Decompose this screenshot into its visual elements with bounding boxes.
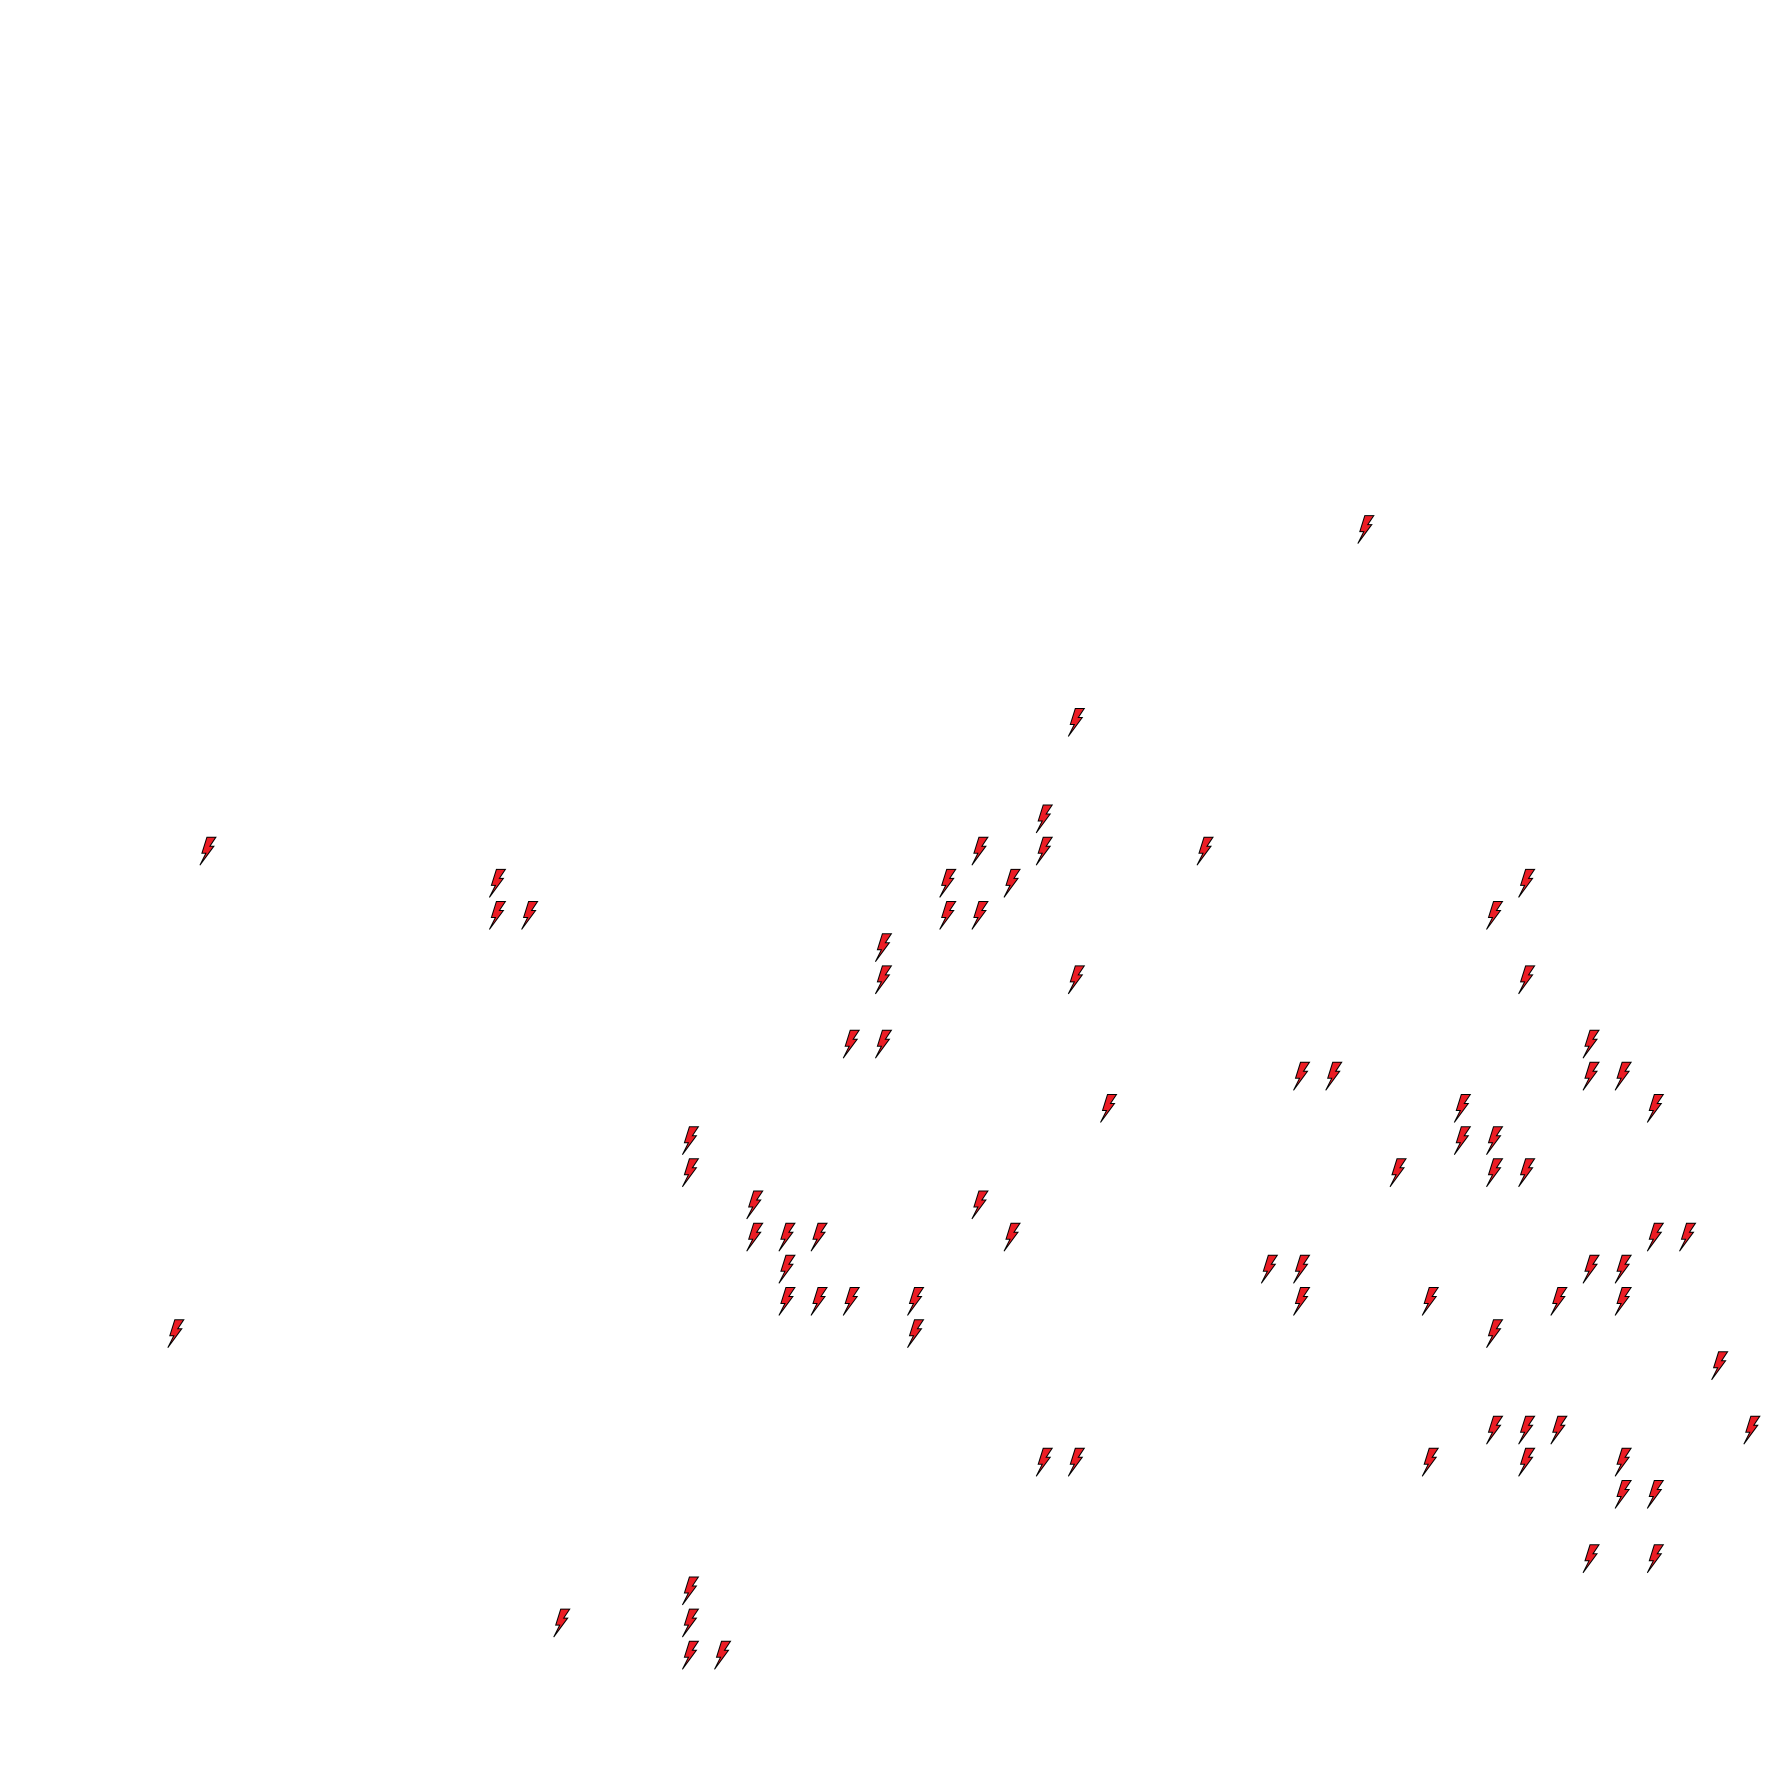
lightning-icon xyxy=(1518,1447,1536,1477)
lightning-icon xyxy=(874,1029,892,1059)
lightning-icon xyxy=(1486,1158,1503,1188)
lightning-icon xyxy=(1614,1061,1632,1091)
lightning-icon xyxy=(842,1287,860,1316)
lightning-icon xyxy=(1035,804,1053,834)
lightning-icon xyxy=(1003,868,1021,898)
lightning-icon xyxy=(1196,836,1214,866)
lightning-icon xyxy=(1486,1415,1503,1445)
lightning-icon xyxy=(1486,1319,1503,1349)
lightning-icon xyxy=(1679,1222,1696,1252)
lightning-icon xyxy=(1582,1029,1600,1059)
lightning-icon xyxy=(1550,1415,1568,1445)
lightning-icon xyxy=(521,901,539,930)
lightning-icon xyxy=(714,1640,731,1670)
lightning-icon xyxy=(681,1126,699,1156)
lightning-icon xyxy=(1325,1061,1343,1091)
lightning-icon xyxy=(1614,1287,1632,1316)
lightning-icon xyxy=(1421,1287,1439,1316)
lightning-icon xyxy=(1293,1061,1310,1091)
lightning-icon xyxy=(1035,836,1053,866)
lightning-icon xyxy=(1035,1447,1053,1477)
lightning-icon xyxy=(1518,1158,1536,1188)
lightning-icon xyxy=(907,1287,924,1316)
lightning-icon xyxy=(488,868,506,898)
lightning-icon xyxy=(1582,1544,1600,1574)
lightning-icon xyxy=(874,965,892,995)
lightning-icon xyxy=(681,1608,699,1638)
lightning-icon xyxy=(1421,1447,1439,1477)
lightning-icon xyxy=(1646,1222,1664,1252)
lightning-icon xyxy=(810,1287,828,1316)
lightning-icon xyxy=(1582,1061,1600,1091)
lightning-icon xyxy=(1357,515,1375,545)
lightning-icon xyxy=(907,1319,924,1349)
lightning-icon xyxy=(1518,965,1536,995)
lightning-icon xyxy=(1518,1415,1536,1445)
lightning-icon xyxy=(939,901,957,930)
lightning-icon xyxy=(971,836,989,866)
lightning-icon xyxy=(810,1222,828,1252)
lightning-icon xyxy=(199,836,217,866)
lightning-icon xyxy=(842,1029,860,1059)
lightning-icon xyxy=(681,1640,699,1670)
lightning-icon xyxy=(167,1319,185,1349)
lightning-icon xyxy=(971,1190,989,1220)
lightning-icon xyxy=(778,1222,796,1252)
lightning-icon xyxy=(778,1287,796,1316)
lightning-icon xyxy=(874,933,892,963)
lightning-icon xyxy=(1486,1126,1503,1156)
lightning-icon xyxy=(1646,1544,1664,1574)
lightning-icon xyxy=(746,1222,764,1252)
lightning-icon xyxy=(681,1158,699,1188)
lightning-icon xyxy=(1518,868,1536,898)
lightning-icon xyxy=(939,868,957,898)
lightning-icon xyxy=(1067,965,1085,995)
lightning-icon xyxy=(1614,1447,1632,1477)
lightning-icon xyxy=(1646,1094,1664,1123)
lightning-icon xyxy=(1260,1254,1278,1284)
lightning-icon xyxy=(553,1608,571,1638)
lightning-icon xyxy=(971,901,989,930)
lightning-icon xyxy=(1067,708,1085,737)
lightning-icon xyxy=(1453,1126,1471,1156)
lightning-icon xyxy=(1646,1480,1664,1509)
lightning-icon xyxy=(1067,1447,1085,1477)
lightning-icon xyxy=(1293,1254,1310,1284)
lightning-icon xyxy=(681,1576,699,1606)
lightning-icon xyxy=(1100,1094,1117,1123)
lightning-icon xyxy=(1614,1254,1632,1284)
lightning-icon xyxy=(1614,1480,1632,1509)
lightning-icon xyxy=(1711,1351,1729,1381)
lightning-icon xyxy=(1486,901,1503,930)
lightning-icon xyxy=(488,901,506,930)
lightning-icon xyxy=(1743,1415,1761,1445)
lightning-icon xyxy=(746,1190,764,1220)
lightning-icon xyxy=(1003,1222,1021,1252)
lightning-icon xyxy=(1453,1094,1471,1123)
lightning-icon xyxy=(1293,1287,1310,1316)
lightning-icon xyxy=(1550,1287,1568,1316)
lightning-icon xyxy=(1389,1158,1407,1188)
lightning-icon xyxy=(1582,1254,1600,1284)
lightning-icon xyxy=(778,1254,796,1284)
